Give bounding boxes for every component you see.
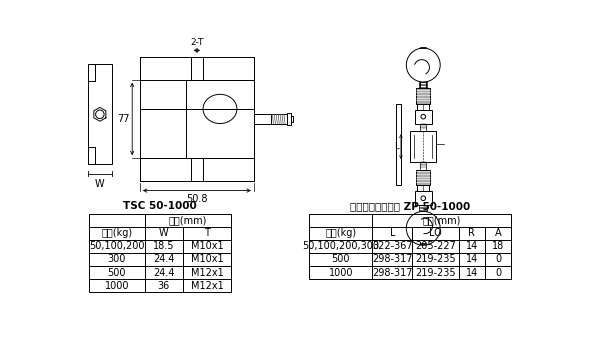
Bar <box>186 109 254 158</box>
Text: A: A <box>495 228 501 238</box>
Bar <box>415 110 432 124</box>
Bar <box>417 185 429 191</box>
Text: 14: 14 <box>465 255 478 265</box>
Text: R: R <box>468 228 475 238</box>
Bar <box>420 124 426 131</box>
Bar <box>89 214 231 292</box>
Text: T: T <box>204 228 210 238</box>
Bar <box>291 116 293 122</box>
Bar <box>410 131 436 162</box>
Text: M12x1: M12x1 <box>190 268 223 278</box>
Text: 1000: 1000 <box>105 281 129 290</box>
Text: 尺寸(mm): 尺寸(mm) <box>169 215 207 225</box>
Bar <box>87 64 112 164</box>
Text: 77: 77 <box>117 114 130 124</box>
Text: 50,100,200,300: 50,100,200,300 <box>302 241 379 251</box>
Bar <box>140 57 254 80</box>
Text: 18.5: 18.5 <box>153 241 175 251</box>
Bar <box>140 158 254 181</box>
Text: L: L <box>394 142 399 151</box>
Text: 50.8: 50.8 <box>186 194 208 204</box>
Bar <box>309 214 511 279</box>
Text: 36: 36 <box>158 281 170 290</box>
Text: M12x1: M12x1 <box>190 281 223 290</box>
Text: 500: 500 <box>108 268 126 278</box>
Text: 205-227: 205-227 <box>415 241 456 251</box>
Text: 1000: 1000 <box>329 268 353 278</box>
Text: 322-367: 322-367 <box>372 241 413 251</box>
Bar <box>287 113 291 125</box>
Text: 50,100,200: 50,100,200 <box>89 241 144 251</box>
Text: W: W <box>159 228 169 238</box>
Bar <box>417 88 430 104</box>
Text: 298-317: 298-317 <box>372 255 413 265</box>
Bar <box>415 191 432 205</box>
Bar <box>254 114 271 124</box>
Text: 2-T: 2-T <box>190 38 203 47</box>
Text: M10x1: M10x1 <box>191 241 223 251</box>
Text: 219-235: 219-235 <box>415 268 456 278</box>
Text: 14: 14 <box>465 241 478 251</box>
Text: 尺寸(mm): 尺寸(mm) <box>423 215 461 225</box>
Text: L: L <box>389 228 395 238</box>
Text: W: W <box>95 179 105 189</box>
Text: 500: 500 <box>332 255 350 265</box>
Bar <box>420 162 426 170</box>
Bar <box>417 104 429 110</box>
Bar <box>417 170 430 185</box>
Text: 0: 0 <box>495 268 501 278</box>
Bar <box>420 205 427 211</box>
Text: 14: 14 <box>465 268 478 278</box>
Text: 300: 300 <box>108 255 126 265</box>
Text: LO: LO <box>429 228 442 238</box>
Text: 24.4: 24.4 <box>153 268 175 278</box>
Text: 219-235: 219-235 <box>415 255 456 265</box>
Bar <box>420 82 427 88</box>
Text: 24.4: 24.4 <box>153 255 175 265</box>
Text: 容量(kg): 容量(kg) <box>101 228 132 238</box>
Bar <box>186 80 254 109</box>
Text: 关节轴承式连接件 ZP 50-1000: 关节轴承式连接件 ZP 50-1000 <box>350 201 470 211</box>
Text: TSC 50-1000: TSC 50-1000 <box>123 201 197 211</box>
Text: M10x1: M10x1 <box>191 255 223 265</box>
Text: 298-317: 298-317 <box>372 268 413 278</box>
Bar <box>396 104 401 185</box>
Text: 18: 18 <box>492 241 504 251</box>
Text: 容量(kg): 容量(kg) <box>325 228 356 238</box>
Text: 0: 0 <box>495 255 501 265</box>
